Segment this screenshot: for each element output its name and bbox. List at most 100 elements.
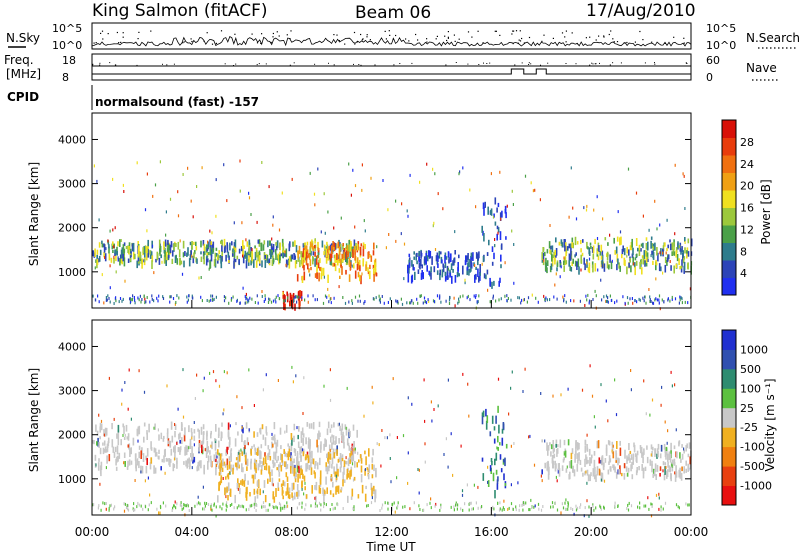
heatmap-cell (187, 247, 189, 256)
heatmap-cell (221, 256, 223, 262)
heatmap-cell (457, 267, 459, 276)
nsearch-dot (191, 40, 193, 43)
heatmap-cell (113, 258, 115, 264)
heatmap-noise (291, 365, 293, 369)
heatmap-cell (421, 270, 423, 278)
heatmap-cell (477, 268, 479, 277)
heatmap-cell (556, 267, 558, 272)
heatmap-ground (106, 298, 108, 302)
heatmap-cell (264, 455, 267, 464)
nave-label: Nave (746, 61, 777, 75)
heatmap-cell (501, 428, 504, 434)
heatmap-cell (547, 460, 549, 466)
heatmap-noise (499, 170, 501, 174)
heatmap-ground (492, 505, 494, 509)
heatmap-cell (597, 440, 600, 449)
heatmap-cell (322, 267, 325, 276)
heatmap-cell (328, 245, 331, 250)
heatmap-cell (601, 254, 604, 264)
heatmap-noise (529, 434, 531, 438)
heatmap-cell (433, 266, 436, 273)
heatmap-cell (439, 273, 441, 281)
heatmap-noise (108, 297, 110, 300)
freq-dot (92, 63, 94, 65)
heatmap-cell (160, 466, 162, 471)
heatmap-cell (608, 440, 611, 446)
colorbar-tick-label: -500 (740, 460, 765, 473)
heatmap-cell (360, 458, 363, 464)
heatmap-noise (475, 205, 477, 209)
nsearch-dot (683, 37, 685, 39)
heatmap-noise (662, 469, 664, 473)
heatmap-ground (242, 505, 245, 509)
heatmap-cell (103, 429, 105, 436)
heatmap-cell (334, 254, 336, 263)
heatmap-cell (342, 479, 344, 487)
heatmap-cell (641, 451, 643, 458)
heatmap-cell (341, 253, 343, 259)
heatmap-ground (498, 298, 500, 302)
heatmap-cell (485, 420, 488, 430)
heatmap-ground (650, 300, 652, 303)
heatmap-cell (285, 461, 287, 470)
heatmap-cell (444, 275, 447, 282)
heatmap-cell (107, 437, 110, 444)
heatmap-cell (326, 465, 329, 475)
heatmap-ground (188, 294, 190, 298)
heatmap-cell (666, 257, 669, 263)
heatmap-cell (251, 474, 254, 479)
heatmap-ground (526, 300, 528, 304)
heatmap-cell (366, 467, 369, 471)
heatmap-cell (639, 261, 641, 270)
heatmap-cell (652, 446, 654, 451)
heatmap-noise (658, 496, 660, 500)
heatmap-ground (433, 300, 435, 304)
heatmap-cell (635, 470, 638, 476)
heatmap-cell (290, 442, 293, 452)
heatmap-noise (632, 301, 634, 305)
heatmap-noise (174, 423, 176, 426)
freq-panel: Freq. [MHz] 18 8 60 0 Nave (4, 53, 778, 84)
heatmap-ground (563, 299, 565, 303)
nsearch-dot (395, 34, 397, 37)
heatmap-cell (336, 254, 338, 259)
heatmap-cell (628, 249, 630, 256)
heatmap-cell (554, 252, 556, 262)
heatmap-cell (594, 238, 596, 245)
heatmap-noise (323, 275, 325, 279)
heatmap-cell (146, 432, 148, 440)
heatmap-ground (499, 507, 501, 511)
heatmap-cell (283, 481, 286, 487)
heatmap-cell (157, 455, 160, 460)
heatmap-cell (570, 266, 573, 272)
heatmap-cell (200, 460, 202, 469)
heatmap-cell (264, 495, 267, 503)
heatmap-ground (617, 505, 619, 508)
heatmap-cell (302, 243, 305, 248)
heatmap-cell (220, 431, 223, 439)
heatmap-cell (491, 415, 494, 424)
heatmap-cell (353, 476, 356, 481)
heatmap-cell (634, 262, 636, 268)
heatmap-noise (648, 288, 650, 291)
heatmap-cell (332, 448, 335, 453)
heatmap-cell (564, 256, 567, 266)
heatmap-cell (667, 453, 669, 462)
heatmap-cell (193, 435, 196, 441)
heatmap-cell (495, 415, 497, 424)
heatmap-noise (194, 397, 196, 400)
heatmap-ground (140, 300, 142, 304)
heatmap-ground (138, 298, 140, 302)
heatmap-cell (577, 258, 580, 267)
colorbar-swatch (722, 120, 736, 138)
heatmap-cell (374, 262, 377, 271)
heatmap-noise (428, 299, 430, 303)
heatmap-cell (127, 258, 130, 263)
heatmap-noise (94, 266, 96, 270)
colorbar-swatch (722, 260, 736, 278)
freq-dot (489, 62, 491, 64)
heatmap-cell (646, 456, 649, 464)
heatmap-ground (144, 301, 146, 305)
heatmap-cell (275, 488, 277, 497)
